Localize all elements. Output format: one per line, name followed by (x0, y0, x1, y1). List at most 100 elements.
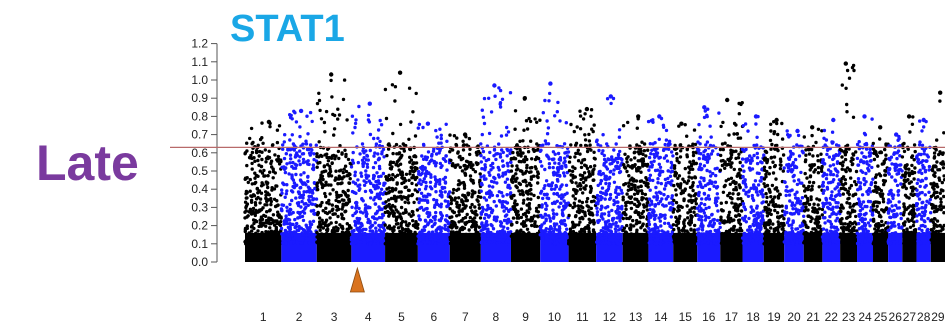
data-point (539, 148, 543, 152)
data-point (412, 223, 417, 227)
data-point (460, 233, 465, 238)
data-point (596, 202, 600, 206)
data-point (244, 196, 248, 200)
data-point (639, 170, 643, 174)
data-point (601, 217, 605, 221)
data-point (269, 161, 273, 166)
data-point (546, 155, 550, 159)
data-point (536, 210, 540, 214)
data-point (373, 151, 377, 155)
data-point (417, 122, 422, 127)
data-point (394, 142, 399, 147)
data-point (341, 190, 345, 194)
data-point (299, 205, 303, 209)
data-point (391, 151, 395, 156)
data-point (526, 197, 530, 201)
data-point (747, 216, 751, 221)
data-point (729, 176, 734, 180)
data-point (274, 227, 278, 231)
data-point (577, 223, 581, 227)
data-point (378, 196, 383, 201)
data-point (745, 240, 749, 244)
data-point (308, 225, 312, 229)
data-point (407, 188, 411, 193)
data-point (414, 225, 418, 230)
data-point (421, 235, 425, 239)
data-point (321, 177, 325, 182)
data-point (683, 188, 687, 193)
data-point (310, 119, 314, 124)
data-point (325, 240, 330, 244)
data-point (248, 189, 252, 193)
data-point (533, 222, 537, 226)
data-point (378, 166, 382, 171)
data-point (552, 157, 556, 161)
data-point (727, 213, 731, 217)
data-point (419, 173, 423, 177)
data-point (673, 238, 677, 242)
data-point (768, 165, 772, 170)
data-point (354, 118, 358, 122)
data-point (491, 185, 495, 189)
data-point (688, 160, 692, 164)
data-point (630, 176, 634, 180)
data-point (346, 227, 351, 231)
data-point (606, 227, 610, 232)
data-point (272, 197, 277, 201)
data-point (288, 113, 292, 117)
data-point (341, 170, 345, 175)
data-point (460, 227, 465, 232)
data-point (744, 190, 748, 195)
data-point (369, 196, 373, 200)
data-point (254, 197, 259, 201)
data-point (748, 161, 753, 165)
data-point (705, 230, 709, 234)
data-point (612, 148, 616, 152)
data-point (311, 191, 315, 195)
data-point (347, 181, 352, 185)
data-point (651, 142, 655, 146)
data-point (732, 234, 736, 238)
data-point (517, 216, 521, 220)
data-point (257, 240, 262, 245)
data-point (568, 231, 573, 236)
data-point (367, 120, 372, 124)
data-point (765, 195, 769, 200)
data-point (434, 128, 438, 133)
data-point (469, 160, 473, 165)
data-point (519, 215, 524, 220)
data-point (515, 143, 519, 147)
data-point (460, 198, 464, 202)
data-point (544, 142, 548, 146)
data-point (513, 127, 517, 131)
data-point (659, 181, 663, 186)
data-point (374, 142, 379, 146)
data-point (664, 238, 668, 243)
data-point (666, 169, 670, 173)
data-point (728, 239, 733, 243)
data-point (564, 183, 569, 187)
data-point (440, 233, 444, 237)
data-point (700, 197, 704, 201)
data-point (627, 216, 631, 221)
data-point (250, 182, 254, 186)
data-point (710, 212, 714, 217)
data-point (293, 155, 298, 159)
data-point (415, 175, 419, 180)
data-point (511, 193, 515, 198)
peak-point (679, 121, 684, 126)
data-point (557, 194, 561, 198)
data-point (568, 227, 573, 231)
data-point (632, 224, 636, 228)
data-point (578, 208, 582, 212)
data-point (253, 176, 257, 180)
data-point (687, 199, 691, 203)
data-point (261, 232, 265, 237)
data-point (707, 197, 712, 201)
data-point (639, 184, 643, 188)
data-point (385, 153, 389, 158)
data-point (553, 232, 557, 237)
data-point (498, 220, 503, 224)
y-tick-label: 0.3 (191, 200, 208, 214)
data-point (647, 222, 652, 227)
